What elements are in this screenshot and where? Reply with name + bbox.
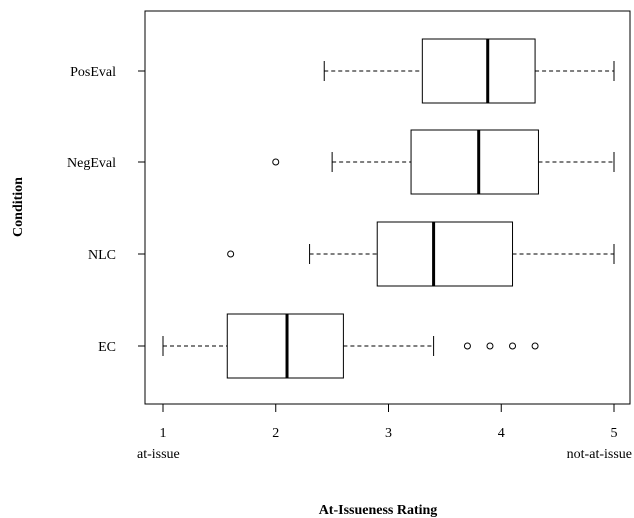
box-nlc	[227, 221, 615, 287]
box-ec	[162, 313, 539, 379]
iqr-box-poseval	[421, 38, 536, 104]
x-tick-label-3: 3	[385, 426, 392, 441]
x-tick-label-2: 2	[272, 426, 279, 441]
box-negeval	[272, 129, 615, 195]
outlier-negeval-0	[272, 158, 280, 166]
x-tick-label-4: 4	[498, 426, 505, 441]
x-tick-label-5: 5	[611, 426, 618, 441]
category-labels: PosEval NegEval NLC EC	[67, 65, 145, 355]
box-poseval	[323, 38, 615, 104]
boxes-group	[162, 38, 615, 379]
y-axis-title: Condition	[11, 177, 26, 237]
x-end-label-low: at-issue	[137, 447, 180, 462]
category-label-poseval: PosEval	[70, 65, 116, 80]
category-label-negeval: NegEval	[67, 156, 116, 171]
x-tick-label-1: 1	[160, 426, 167, 441]
outlier-ec-1	[486, 342, 494, 350]
category-label-nlc: NLC	[88, 248, 116, 263]
outlier-nlc-0	[227, 250, 235, 258]
outlier-ec-3	[531, 342, 539, 350]
x-axis: 1 2 3 4 5	[160, 404, 618, 441]
outlier-ec-0	[463, 342, 471, 350]
plot-frame	[144, 10, 631, 405]
outlier-ec-2	[509, 342, 517, 350]
x-end-label-high: not-at-issue	[567, 447, 632, 462]
category-label-ec: EC	[98, 340, 116, 355]
iqr-box-nlc	[376, 221, 514, 287]
iqr-box-negeval	[410, 129, 539, 195]
iqr-box-ec	[226, 313, 344, 379]
x-axis-title: At-Issueness Rating	[319, 503, 438, 518]
